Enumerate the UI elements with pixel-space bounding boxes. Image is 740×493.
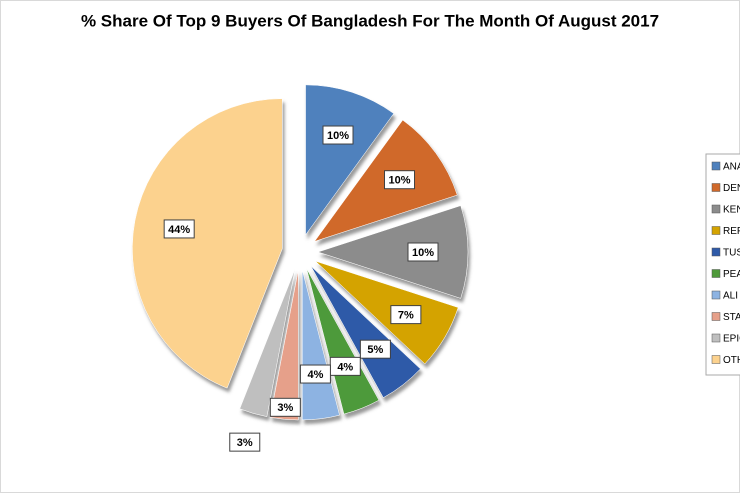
value-label-box xyxy=(299,364,331,384)
legend-box xyxy=(705,153,740,376)
pie-slice xyxy=(132,98,283,389)
pie-slice xyxy=(239,269,296,417)
pie-slice xyxy=(310,266,421,399)
legend-label: OTH xyxy=(723,355,740,366)
pie-slice xyxy=(269,269,299,421)
value-label-box xyxy=(384,170,416,190)
value-label: 4% xyxy=(307,369,323,381)
legend-label: REF xyxy=(723,226,740,237)
value-label: 10% xyxy=(412,247,434,259)
legend-label: DEN xyxy=(723,183,740,194)
value-label: 10% xyxy=(327,130,349,142)
chart-title: % Share Of Top 9 Buyers Of Bangladesh Fo… xyxy=(81,11,659,30)
value-label-box xyxy=(359,339,391,359)
pie-slice xyxy=(306,268,380,415)
value-label: 4% xyxy=(337,361,353,373)
legend-label: EPIC xyxy=(723,334,740,345)
legend-swatch xyxy=(711,333,721,343)
value-label-box xyxy=(269,397,301,417)
legend-label: STA xyxy=(723,312,740,323)
value-label-box xyxy=(390,305,422,325)
value-label: 3% xyxy=(237,437,253,449)
legend-label: ANA xyxy=(723,162,740,173)
legend-swatch xyxy=(711,290,721,300)
value-label: 44% xyxy=(168,224,190,236)
legend-swatch xyxy=(711,161,721,171)
legend-swatch xyxy=(711,247,721,257)
legend-label: PEA xyxy=(723,269,740,280)
legend-label: ALI xyxy=(723,291,738,302)
legend-swatch xyxy=(711,183,721,192)
legend-swatch xyxy=(711,204,721,214)
value-label: 5% xyxy=(367,344,383,356)
value-label: 7% xyxy=(398,310,414,322)
legend-swatch xyxy=(711,355,721,364)
pie-slice xyxy=(317,205,469,299)
value-label-box xyxy=(163,219,195,239)
legend-label: KEN xyxy=(723,205,740,216)
value-label-box xyxy=(407,242,439,262)
legend-swatch xyxy=(711,226,721,235)
pie-slice xyxy=(305,84,395,236)
value-label-box xyxy=(322,125,354,145)
legend-label: TUS xyxy=(723,248,740,259)
value-label: 3% xyxy=(277,402,293,414)
legend-swatch xyxy=(711,312,721,321)
pie-slice xyxy=(315,260,459,365)
value-label: 10% xyxy=(388,175,410,187)
legend-swatch xyxy=(711,269,721,278)
value-label-box xyxy=(229,432,261,452)
